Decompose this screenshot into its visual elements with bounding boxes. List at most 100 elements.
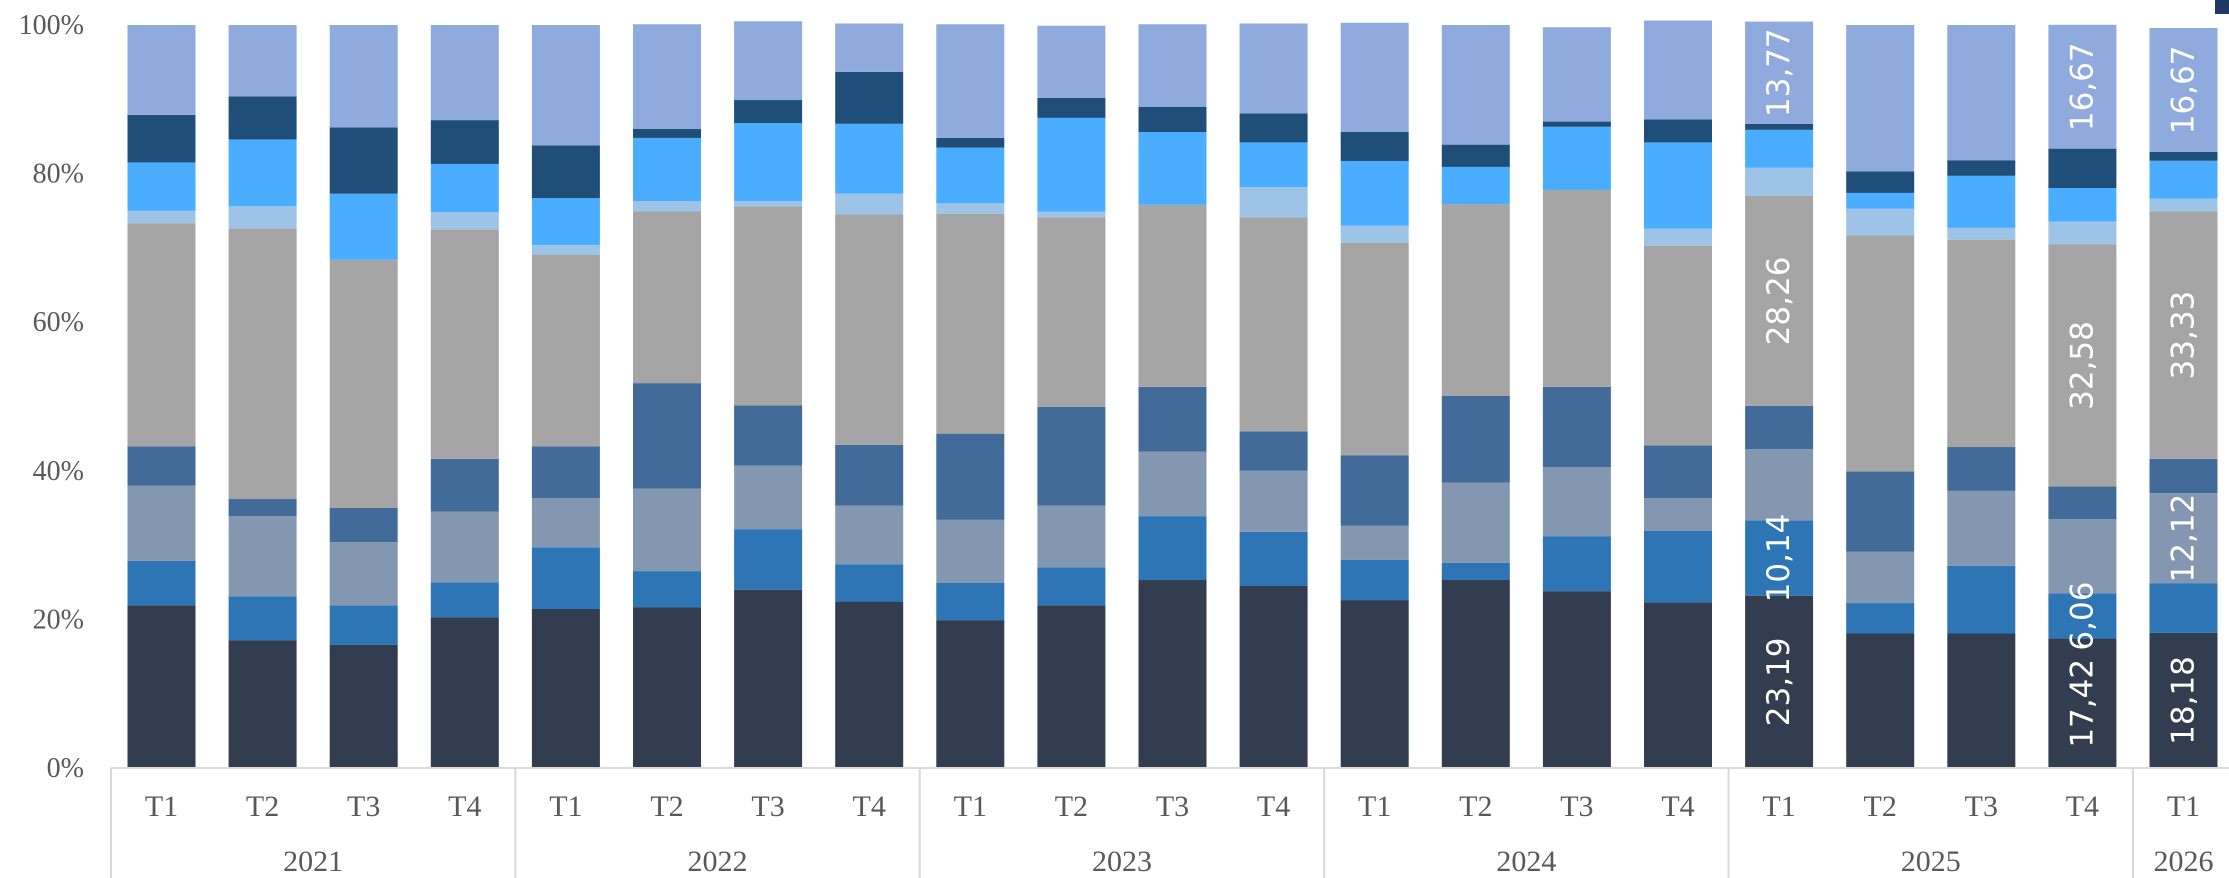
bar-segment [1846, 25, 1915, 172]
x-tick-label: T1 [954, 790, 987, 823]
bar-segment [1745, 520, 1814, 596]
bar-segment [835, 601, 904, 768]
bar-segment [1644, 602, 1712, 768]
bar-segment [633, 211, 701, 384]
bar-segment [936, 137, 1005, 148]
bar-segment [2149, 198, 2218, 212]
bar-segment [1947, 160, 2016, 176]
year-group-label: 2025 [1901, 845, 1961, 878]
bar-segment [835, 71, 904, 124]
bar-segment [2048, 244, 2117, 487]
bar-segment [329, 605, 398, 645]
bar-segment [1239, 431, 1308, 471]
bar-segment [1947, 25, 2016, 161]
bar-segment [2149, 583, 2218, 633]
bar-segment [531, 198, 600, 245]
bar-segment [430, 511, 499, 583]
y-tick-label: 40% [33, 456, 84, 487]
bar-segment [430, 229, 499, 459]
bar-segment [1239, 217, 1308, 432]
bar-segment [1037, 25, 1106, 98]
bar-segment [127, 223, 196, 447]
bar-segment [1340, 242, 1409, 456]
bar-segment [633, 137, 701, 202]
bar-segment [329, 259, 398, 508]
bar-segment [835, 564, 904, 602]
bar-segment [1542, 27, 1611, 122]
bar-segment [734, 206, 803, 406]
bar-segment [329, 644, 398, 768]
x-tick-label: T3 [1965, 790, 1998, 823]
bar-segment [1644, 498, 1712, 531]
bar-segment [2048, 148, 2117, 189]
bar-segment [1340, 131, 1409, 161]
bar-segment [1239, 142, 1308, 187]
data-label: 16,67 [2064, 42, 2100, 131]
bar-segment [1340, 225, 1409, 243]
bar-segment [1947, 447, 2016, 491]
bar-segment [1441, 580, 1510, 768]
year-group-label: 2022 [688, 845, 748, 878]
bar-segment [1138, 204, 1207, 387]
bar-segment [1239, 23, 1308, 114]
bar-segment [1644, 142, 1712, 229]
bar-segment [127, 25, 196, 115]
x-tick-label: T4 [448, 790, 481, 823]
bar-segment [1239, 186, 1308, 218]
bar-segment [430, 458, 499, 512]
x-tick-label: T2 [1864, 790, 1897, 823]
bar-segment [329, 25, 398, 128]
bar-segment [734, 405, 803, 466]
bar-segment [1441, 204, 1510, 396]
bar-segment [633, 571, 701, 608]
bar-segment [1239, 531, 1308, 586]
bar-segment [936, 620, 1005, 768]
bar-segment [127, 605, 196, 768]
bar-segment [2048, 221, 2117, 245]
y-tick-label: 80% [33, 159, 84, 190]
bar-segment [1441, 562, 1510, 581]
y-tick-label: 60% [33, 307, 84, 338]
bar-segment [127, 210, 196, 224]
data-label: 16,67 [2166, 46, 2202, 135]
bar-segment [1340, 600, 1409, 768]
bar-segment [228, 516, 297, 597]
bar-segment [1745, 195, 1814, 406]
data-label: 33,33 [2166, 291, 2202, 380]
x-tick-label: T1 [549, 790, 582, 823]
bar-segment [2048, 188, 2117, 222]
bar-segment [1542, 126, 1611, 190]
bar-segment [531, 145, 600, 199]
bar-segment [734, 465, 803, 530]
bar-segment [1037, 211, 1106, 218]
bar-segment [1340, 559, 1409, 601]
bar-segment [734, 589, 803, 768]
bar-segment [1542, 591, 1611, 768]
bar-segment [835, 193, 904, 215]
bar-segment [1239, 113, 1308, 143]
bar-segment [1745, 595, 1814, 768]
bar-segment [1846, 171, 1915, 193]
bar-segment [936, 24, 1005, 138]
bar-segment [430, 163, 499, 213]
bar-segment [531, 254, 600, 447]
bar-segment [1846, 208, 1915, 236]
data-label: 23,19 [1761, 637, 1797, 726]
data-label: 32,58 [2064, 321, 2100, 410]
bar-segment [329, 193, 398, 260]
data-label: 18,18 [2166, 656, 2202, 745]
bar-segment [1037, 97, 1106, 118]
bar-segment [835, 444, 904, 506]
bar-segment [1542, 536, 1611, 592]
bar-segment [1138, 386, 1207, 452]
bar-segment [1542, 386, 1611, 468]
bar-segment [835, 505, 904, 565]
x-tick-label: T3 [347, 790, 380, 823]
x-tick-label: T2 [650, 790, 683, 823]
bar-segment [531, 244, 600, 255]
bar-segment [2149, 27, 2218, 152]
bar-segment [633, 129, 701, 138]
y-tick-label: 100% [19, 10, 84, 41]
bar-segment [1644, 20, 1712, 120]
